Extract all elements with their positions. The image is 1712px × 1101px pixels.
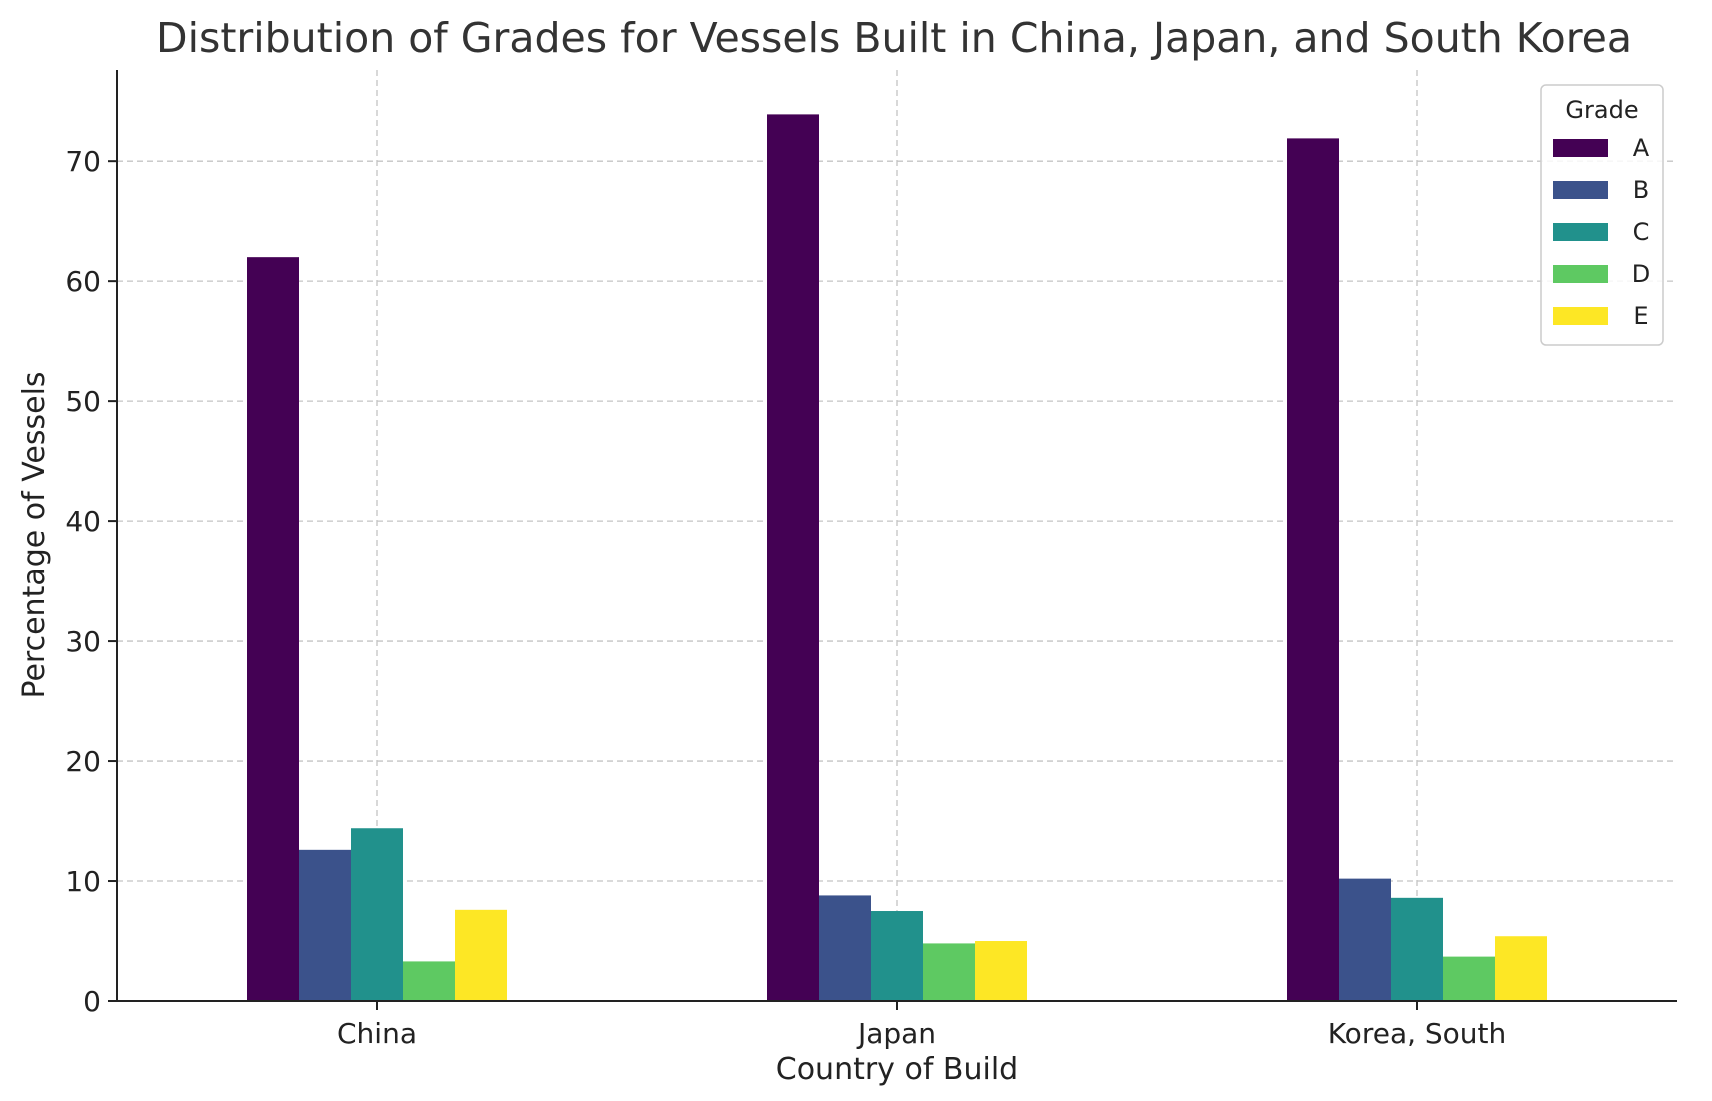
- legend-swatch: [1553, 223, 1608, 241]
- bar-e-china: [455, 909, 507, 1001]
- bar-c-china: [351, 828, 403, 1001]
- bar-a-china: [247, 257, 299, 1001]
- bar-d-china: [403, 961, 455, 1001]
- x-tick-label: Japan: [856, 1017, 936, 1050]
- legend-label: A: [1633, 134, 1650, 162]
- legend-swatch: [1553, 307, 1608, 325]
- x-tick-label: China: [337, 1017, 417, 1050]
- x-axis-title: Country of Build: [776, 1052, 1018, 1087]
- legend-label: D: [1632, 260, 1650, 288]
- bar-c-korea-south: [1391, 897, 1443, 1001]
- bar-c-japan: [871, 911, 923, 1001]
- bar-e-korea-south: [1495, 936, 1547, 1001]
- y-tick-label: 50: [65, 385, 101, 418]
- legend-label: E: [1633, 302, 1648, 330]
- bars: [247, 114, 1547, 1002]
- bar-a-korea-south: [1287, 138, 1339, 1001]
- bar-d-korea-south: [1443, 956, 1495, 1001]
- y-tick-label: 10: [65, 865, 101, 898]
- y-tick-label: 70: [65, 145, 101, 178]
- legend-swatch: [1553, 139, 1608, 157]
- x-tick-label: Korea, South: [1328, 1017, 1507, 1050]
- grid: [117, 70, 1677, 1001]
- legend-title: Grade: [1565, 96, 1638, 124]
- legend-label: C: [1633, 218, 1650, 246]
- y-tick-label: 30: [65, 625, 101, 658]
- y-tick-label: 0: [83, 985, 101, 1018]
- bar-e-japan: [975, 941, 1027, 1001]
- legend-swatch: [1553, 265, 1608, 283]
- bar-b-japan: [819, 895, 871, 1001]
- legend-label: B: [1633, 176, 1649, 204]
- y-tick-label: 60: [65, 265, 101, 298]
- y-tick-label: 20: [65, 745, 101, 778]
- y-axis-title: Percentage of Vessels: [17, 371, 52, 698]
- bar-d-japan: [923, 943, 975, 1001]
- y-tick-label: 40: [65, 505, 101, 538]
- legend-swatch: [1553, 181, 1608, 199]
- ticks: 0 10 20 30 40 50 60 70 China Japan Korea, South: [65, 145, 1506, 1050]
- bar-a-japan: [767, 114, 819, 1002]
- chart-title: Distribution of Grades for Vessels Built…: [156, 14, 1632, 62]
- bar-b-china: [299, 849, 351, 1001]
- bar-b-korea-south: [1339, 878, 1391, 1001]
